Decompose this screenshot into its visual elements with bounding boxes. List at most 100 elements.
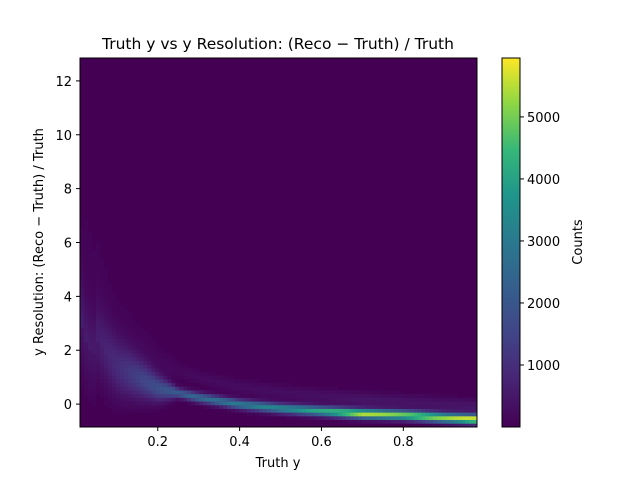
- heatmap-cell: [461, 401, 466, 406]
- heatmap-cell: [183, 397, 188, 402]
- heatmap-cell: [191, 386, 196, 391]
- heatmap-cell: [111, 382, 117, 387]
- heatmap-cell: [310, 393, 315, 398]
- heatmap-cell: [83, 323, 89, 328]
- heatmap-cell: [123, 308, 129, 314]
- heatmap-cell: [421, 404, 426, 409]
- heatmap-cell: [314, 404, 319, 409]
- heatmap-cell: [151, 393, 156, 398]
- heatmap-cell: [191, 397, 196, 402]
- heatmap-cell: [135, 360, 140, 365]
- heatmap-cell: [294, 390, 299, 395]
- heatmap-cell: [230, 382, 236, 387]
- heatmap-cell: [179, 397, 184, 402]
- heatmap-cell: [270, 386, 275, 391]
- heatmap-cell: [135, 345, 140, 350]
- heatmap-cell: [342, 415, 347, 421]
- heatmap-cell: [330, 404, 335, 409]
- heatmap-cell: [377, 419, 383, 424]
- heatmap-cell: [238, 382, 244, 387]
- heatmap-cell: [119, 404, 125, 409]
- heatmap-cell: [139, 338, 144, 343]
- heatmap-cell: [83, 227, 89, 232]
- heatmap-cell: [310, 386, 315, 391]
- heatmap-cell: [278, 412, 283, 417]
- heatmap-cell: [306, 390, 311, 395]
- heatmap-cell: [274, 390, 279, 395]
- heatmap-cell: [191, 390, 196, 395]
- heatmap-cell: [159, 401, 164, 406]
- heatmap-cell: [195, 390, 200, 395]
- heatmap-cell: [238, 408, 244, 413]
- heatmap-cell: [262, 401, 267, 406]
- heatmap-cell: [91, 342, 97, 347]
- heatmap-cell: [246, 412, 252, 417]
- heatmap-cell: [95, 379, 101, 384]
- heatmap-cell: [334, 393, 339, 398]
- heatmap-cell: [123, 408, 129, 413]
- heatmap-cell: [230, 401, 236, 406]
- heatmap-cell: [167, 382, 172, 387]
- heatmap-cell: [119, 386, 125, 391]
- heatmap-cell: [413, 408, 418, 413]
- heatmap-cell: [441, 401, 446, 406]
- heatmap-cell: [135, 364, 140, 369]
- heatmap-cell: [222, 390, 228, 395]
- heatmap-cell: [99, 342, 105, 347]
- heatmap-cell: [258, 408, 264, 413]
- heatmap-cell: [123, 316, 129, 321]
- heatmap-cell: [87, 301, 93, 306]
- heatmap-cell: [127, 353, 133, 358]
- heatmap-cell: [99, 272, 105, 277]
- heatmap-cell: [417, 415, 422, 421]
- heatmap-cell: [306, 401, 311, 406]
- heatmap-cell: [401, 393, 406, 398]
- heatmap-cell: [417, 404, 422, 409]
- heatmap-cell: [147, 342, 152, 347]
- heatmap-cell: [326, 386, 331, 391]
- heatmap-cell: [115, 327, 121, 332]
- heatmap-cell: [95, 375, 101, 380]
- heatmap-cell: [83, 257, 89, 262]
- heatmap-cell: [135, 353, 140, 358]
- heatmap-cell: [349, 390, 355, 395]
- heatmap-cell: [83, 331, 89, 336]
- heatmap-cell: [135, 327, 140, 332]
- heatmap-cell: [322, 408, 327, 413]
- heatmap-cell: [373, 397, 379, 402]
- heatmap-cell: [119, 338, 125, 343]
- heatmap-cell: [318, 408, 323, 413]
- heatmap-cell: [95, 260, 101, 266]
- heatmap-cell: [147, 367, 152, 373]
- heatmap-cell: [99, 349, 105, 354]
- heatmap-cell: [226, 393, 232, 398]
- heatmap-cell: [425, 397, 430, 402]
- heatmap-cell: [195, 371, 200, 376]
- heatmap-cell: [465, 404, 470, 409]
- heatmap-cell: [445, 423, 450, 428]
- heatmap-cell: [167, 386, 172, 391]
- heatmap-cell: [95, 353, 101, 358]
- heatmap-cell: [349, 397, 355, 402]
- heatmap-cell: [405, 397, 410, 402]
- heatmap-cell: [441, 423, 446, 428]
- heatmap-cell: [139, 342, 144, 347]
- heatmap-cell: [302, 393, 307, 398]
- heatmap-cell: [159, 375, 164, 380]
- heatmap-cell: [87, 253, 93, 258]
- heatmap-cell: [107, 401, 113, 406]
- heatmap-cell: [357, 419, 363, 424]
- heatmap-cell: [195, 386, 200, 391]
- heatmap-cell: [127, 327, 133, 332]
- heatmap-cell: [211, 379, 216, 384]
- heatmap-cell: [91, 334, 97, 339]
- heatmap-cell: [473, 415, 478, 421]
- heatmap-cell: [163, 375, 168, 380]
- heatmap-cell: [393, 408, 398, 413]
- heatmap-cell: [318, 390, 323, 395]
- heatmap-cell: [234, 408, 240, 413]
- heatmap-cell: [87, 231, 93, 236]
- heatmap-cell: [326, 404, 331, 409]
- heatmap-cell: [361, 397, 367, 402]
- heatmap-cell: [83, 235, 89, 240]
